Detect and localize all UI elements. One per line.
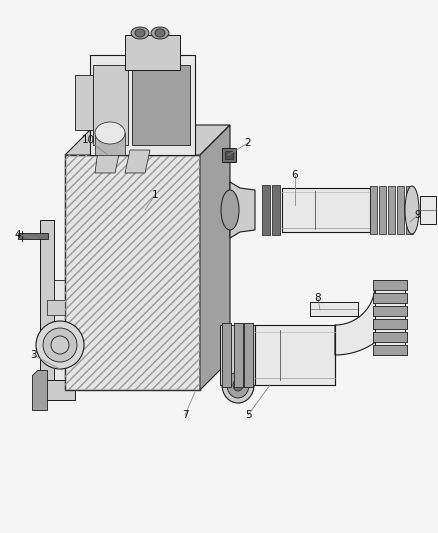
Bar — [373, 345, 407, 355]
Ellipse shape — [95, 122, 125, 144]
Text: 6: 6 — [292, 170, 298, 180]
Ellipse shape — [151, 27, 169, 39]
Bar — [222, 323, 231, 387]
Bar — [262, 185, 270, 235]
Polygon shape — [37, 380, 75, 400]
Ellipse shape — [405, 186, 419, 234]
Ellipse shape — [233, 379, 243, 391]
Ellipse shape — [222, 367, 254, 403]
Polygon shape — [95, 150, 120, 173]
Bar — [225, 151, 233, 159]
Polygon shape — [132, 65, 190, 145]
Bar — [373, 293, 407, 303]
Ellipse shape — [155, 29, 165, 37]
Polygon shape — [125, 35, 180, 70]
Ellipse shape — [221, 190, 239, 230]
Bar — [388, 186, 395, 234]
Bar — [420, 196, 436, 224]
Bar — [222, 323, 231, 387]
Bar — [373, 345, 407, 355]
Bar — [379, 186, 386, 234]
Bar — [310, 302, 358, 316]
Polygon shape — [200, 125, 230, 390]
Bar — [373, 306, 407, 316]
Bar — [234, 323, 243, 387]
Bar — [373, 306, 407, 316]
Text: 7: 7 — [182, 410, 188, 420]
Polygon shape — [32, 370, 47, 410]
Polygon shape — [47, 340, 65, 355]
Bar — [373, 293, 407, 303]
Text: 1: 1 — [152, 190, 158, 200]
Bar — [234, 323, 243, 387]
Ellipse shape — [131, 27, 149, 39]
Bar — [272, 185, 280, 235]
Polygon shape — [95, 133, 125, 155]
Polygon shape — [40, 220, 54, 390]
Polygon shape — [75, 75, 93, 130]
Polygon shape — [90, 55, 195, 155]
Polygon shape — [125, 150, 150, 173]
Text: 8: 8 — [314, 293, 321, 303]
Polygon shape — [335, 285, 405, 355]
Bar — [397, 186, 404, 234]
Bar — [244, 323, 253, 387]
Text: 9: 9 — [415, 210, 421, 220]
Text: 3: 3 — [30, 350, 36, 360]
Polygon shape — [230, 182, 255, 238]
Ellipse shape — [43, 328, 77, 362]
Ellipse shape — [36, 321, 84, 369]
Ellipse shape — [51, 336, 69, 354]
Polygon shape — [47, 300, 65, 315]
Ellipse shape — [227, 372, 249, 398]
Text: 10: 10 — [81, 135, 95, 145]
Bar — [373, 280, 407, 290]
Bar — [18, 233, 48, 239]
Bar — [373, 332, 407, 342]
Polygon shape — [255, 325, 335, 385]
Bar — [373, 319, 407, 329]
Polygon shape — [54, 280, 65, 390]
Polygon shape — [93, 65, 128, 145]
Bar — [370, 186, 377, 234]
Text: 2: 2 — [245, 138, 251, 148]
Ellipse shape — [135, 29, 145, 37]
Text: 4: 4 — [15, 230, 21, 240]
Bar — [373, 280, 407, 290]
Polygon shape — [65, 125, 230, 155]
Bar — [222, 148, 236, 162]
Polygon shape — [65, 155, 200, 390]
Bar — [282, 188, 370, 232]
Bar — [406, 186, 413, 234]
Polygon shape — [375, 280, 405, 350]
Text: 5: 5 — [245, 410, 251, 420]
Polygon shape — [220, 325, 256, 385]
Bar — [244, 323, 253, 387]
Bar — [373, 319, 407, 329]
Bar — [373, 332, 407, 342]
